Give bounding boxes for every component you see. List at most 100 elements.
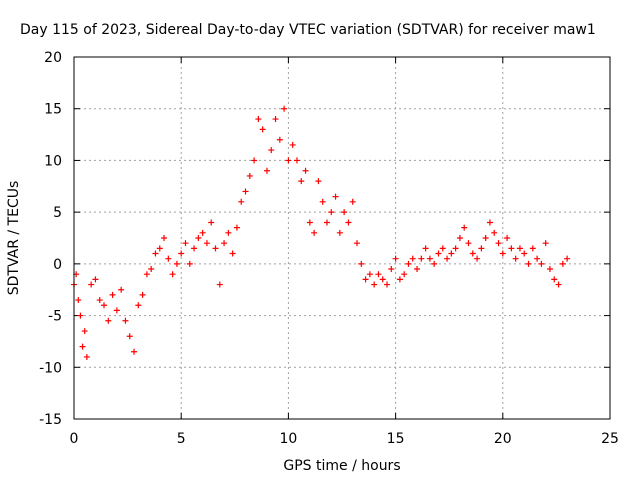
data-point <box>92 276 99 283</box>
data-point <box>418 255 425 262</box>
data-point <box>426 255 433 262</box>
data-point <box>88 281 95 288</box>
data-point <box>135 302 142 309</box>
data-point <box>306 219 313 226</box>
data-point <box>221 240 228 247</box>
data-point <box>525 260 532 267</box>
data-point <box>362 276 369 283</box>
data-point <box>358 260 365 267</box>
data-point <box>491 229 498 236</box>
plot-frame <box>73 56 611 420</box>
axes: 0 5 10 15 20 25 -15 -10 -5 0 5 10 15 20 <box>39 50 619 447</box>
data-point <box>388 266 395 273</box>
data-point <box>208 219 215 226</box>
x-tick-label: 25 <box>601 431 619 447</box>
data-point <box>379 276 386 283</box>
data-point <box>564 255 571 262</box>
data-point <box>148 266 155 273</box>
data-point <box>229 250 236 257</box>
data-point <box>401 271 408 278</box>
data-point <box>448 250 455 257</box>
data-point <box>113 307 120 314</box>
data-point <box>191 245 198 252</box>
data-point <box>216 281 223 288</box>
data-point <box>225 229 232 236</box>
data-point <box>461 224 468 231</box>
x-tick-label: 10 <box>279 431 297 447</box>
data-point <box>534 255 541 262</box>
data-point <box>474 255 481 262</box>
y-tick-label: 20 <box>44 50 62 66</box>
y-tick-label: 10 <box>44 153 62 169</box>
data-point <box>285 157 292 164</box>
data-series <box>71 105 571 360</box>
data-point <box>109 291 116 298</box>
data-point <box>332 193 339 200</box>
data-point <box>182 240 189 247</box>
x-tick-label: 20 <box>494 431 512 447</box>
data-point <box>499 250 506 257</box>
data-point <box>439 245 446 252</box>
data-point <box>178 250 185 257</box>
data-point <box>431 260 438 267</box>
data-point <box>465 240 472 247</box>
data-point <box>169 271 176 278</box>
x-tick-label: 15 <box>387 431 405 447</box>
data-point <box>319 198 326 205</box>
chart-title: Day 115 of 2023, Sidereal Day-to-day VTE… <box>20 22 596 38</box>
data-point <box>195 235 202 241</box>
data-point <box>156 245 163 252</box>
x-tick-label: 0 <box>70 431 79 447</box>
data-point <box>409 255 416 262</box>
data-point <box>152 250 159 257</box>
data-point <box>122 317 129 324</box>
data-point <box>538 260 545 267</box>
data-point <box>336 229 343 236</box>
data-point <box>212 245 219 252</box>
data-point <box>139 291 146 298</box>
data-point <box>469 250 476 257</box>
data-point <box>392 255 399 262</box>
data-point <box>246 172 253 179</box>
data-point <box>143 271 150 278</box>
data-point <box>165 255 172 262</box>
data-point <box>101 302 108 309</box>
data-point <box>341 209 348 216</box>
data-point <box>551 276 558 283</box>
data-point <box>349 198 356 205</box>
data-point <box>375 271 382 278</box>
data-point <box>263 167 270 174</box>
data-point <box>435 250 442 257</box>
data-point <box>371 281 378 288</box>
grid <box>73 56 611 420</box>
y-tick-label: -5 <box>48 309 62 325</box>
data-point <box>126 333 133 340</box>
y-tick-label: -10 <box>39 360 62 376</box>
data-point <box>233 224 240 231</box>
data-point <box>311 229 318 236</box>
data-point <box>345 219 352 226</box>
data-point <box>516 245 523 252</box>
data-point <box>328 209 335 216</box>
data-point <box>529 245 536 252</box>
data-point <box>495 240 502 247</box>
data-point <box>251 157 258 164</box>
data-point <box>452 245 459 252</box>
data-point <box>293 157 300 164</box>
data-point <box>131 348 138 355</box>
data-point <box>508 245 515 252</box>
data-point <box>81 328 88 335</box>
data-point <box>242 188 249 195</box>
data-point <box>161 235 168 241</box>
data-point <box>414 266 421 273</box>
data-point <box>521 250 528 257</box>
data-point <box>396 276 403 283</box>
data-point <box>259 126 266 133</box>
data-point <box>199 229 206 236</box>
data-point <box>75 297 82 304</box>
data-point <box>186 260 193 267</box>
data-point <box>354 240 361 247</box>
data-point <box>478 245 485 252</box>
data-point <box>276 136 283 143</box>
